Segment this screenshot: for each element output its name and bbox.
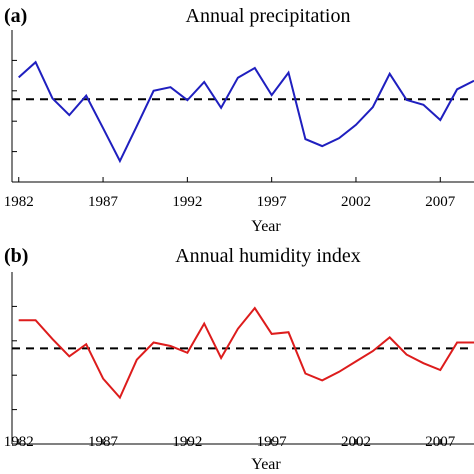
panel-letter: (b): [4, 245, 28, 267]
x-tick-label: 1987: [88, 434, 119, 450]
series-line: [18, 306, 474, 400]
chart-title: Annual humidity index: [175, 245, 361, 267]
x-tick-label: 1997: [257, 434, 288, 450]
x-axis-label: Year: [251, 456, 281, 473]
x-tick-label: 1982: [4, 434, 34, 450]
chart-panel-1: (a) Annual precipitation 1982 1987 1992 1997 2…: [4, 5, 474, 235]
x-tick-label: 1987: [88, 194, 119, 210]
x-tick-label: 2007: [425, 194, 456, 210]
x-tick-label: 2002: [341, 194, 371, 210]
x-tick-label: 1992: [172, 434, 202, 450]
chart-title: Annual precipitation: [186, 5, 351, 27]
x-tick-label: 1992: [172, 194, 202, 210]
x-tick-label: 1982: [4, 194, 34, 210]
x-axis-label: Year: [251, 218, 281, 235]
panel-letter: (a): [4, 5, 27, 27]
x-tick-label: 2002: [341, 434, 371, 450]
series-line: [18, 60, 474, 164]
x-tick-label: 1997: [257, 194, 288, 210]
x-tick-label: 2007: [425, 434, 456, 450]
chart-panel-2: (b) Annual humidity index 1982 1987 1992 1997…: [4, 245, 474, 473]
